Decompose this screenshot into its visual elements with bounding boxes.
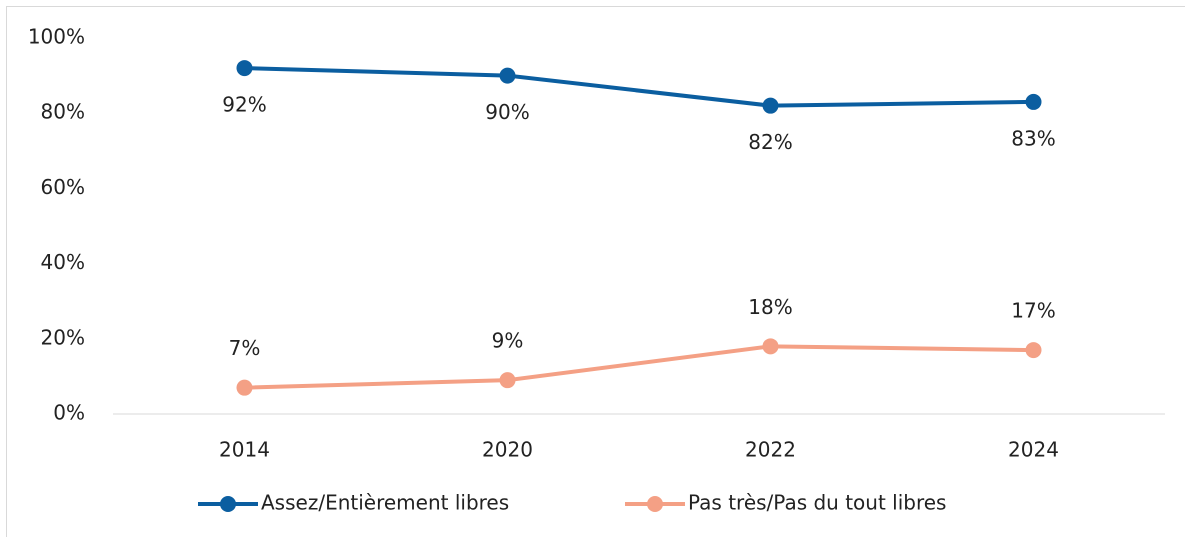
data-point: [499, 372, 516, 389]
chart-border: [6, 6, 1185, 537]
data-point: [1025, 93, 1042, 110]
legend-label: Assez/Entièrement libres: [261, 491, 509, 515]
data-point: [499, 67, 516, 84]
legend-marker: [647, 496, 663, 512]
data-label: 9%: [492, 329, 524, 353]
x-tick-label: 2020: [482, 438, 533, 462]
data-point: [762, 97, 779, 114]
data-point: [236, 60, 253, 77]
y-tick-label: 20%: [41, 325, 85, 349]
data-point: [236, 379, 253, 396]
data-label: 17%: [1011, 299, 1055, 323]
y-tick-label: 0%: [53, 401, 85, 425]
data-point: [762, 338, 779, 355]
data-label: 7%: [229, 336, 261, 360]
series-line: [244, 344, 1034, 390]
legend-label: Pas très/Pas du tout libres: [688, 491, 946, 515]
x-tick-label: 2024: [1008, 438, 1059, 462]
data-label: 92%: [222, 93, 266, 117]
data-label: 18%: [748, 295, 792, 319]
data-label: 90%: [485, 100, 529, 124]
y-tick-label: 40%: [41, 250, 85, 274]
y-tick-label: 100%: [28, 25, 85, 49]
y-tick-label: 60%: [41, 175, 85, 199]
y-tick-label: 80%: [41, 100, 85, 124]
series-line: [244, 66, 1034, 108]
x-tick-label: 2014: [219, 438, 270, 462]
data-label: 83%: [1011, 126, 1055, 150]
legend-marker: [220, 496, 236, 512]
x-tick-label: 2022: [745, 438, 796, 462]
data-point: [1025, 342, 1042, 359]
data-label: 82%: [748, 130, 792, 154]
